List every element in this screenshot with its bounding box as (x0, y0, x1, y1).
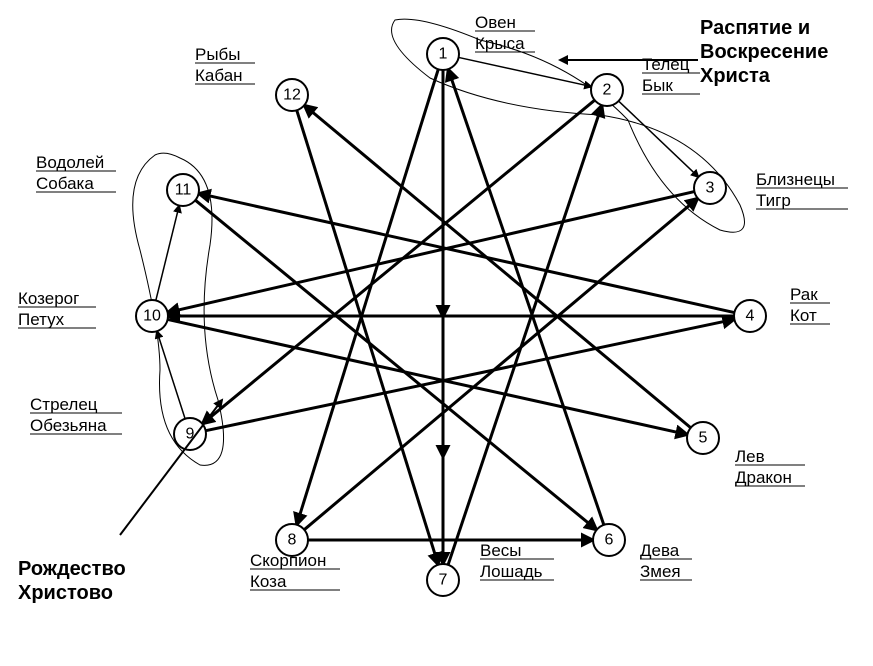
node-number-9: 9 (186, 426, 195, 443)
label-9: Стрелец Обезьяна (30, 395, 122, 435)
node-number-3: 3 (706, 180, 715, 197)
annotation-arrow-1 (120, 400, 222, 535)
edge-11-6 (195, 200, 596, 530)
edge-12-7 (297, 110, 438, 564)
label-animal-5: Дракон (735, 468, 792, 487)
edge-2-3 (619, 101, 699, 177)
node-number-1: 1 (439, 46, 448, 63)
node-number-8: 8 (288, 532, 297, 549)
edge-2-9 (202, 100, 594, 424)
zodiac-network-diagram: 123456789101112ОвенКрысаТелецБыкБлизнецы… (0, 0, 873, 666)
label-zodiac-4: Рак (790, 285, 818, 304)
label-animal-9: Обезьяна (30, 416, 107, 435)
label-4: Рак Кот (790, 285, 830, 325)
label-5: Лев Дракон (735, 447, 805, 487)
node-10: 10 (136, 300, 168, 332)
node-number-11: 11 (175, 182, 192, 199)
label-animal-1: Крыса (475, 34, 525, 53)
label-animal-7: Лошадь (480, 562, 543, 581)
label-animal-12: Кабан (195, 66, 243, 85)
node-3: 3 (694, 172, 726, 204)
edge-1-2 (459, 57, 592, 86)
label-1: Овен Крыса (475, 13, 535, 53)
label-10: Козерог Петух (18, 289, 96, 329)
edge-9-4 (206, 319, 735, 430)
label-7: Весы Лошадь (480, 541, 554, 581)
annotation-text-1-0: Рождество (18, 558, 126, 580)
annotation-text-0-1: Воскресение (700, 41, 828, 63)
node-number-2: 2 (603, 82, 612, 99)
label-animal-10: Петух (18, 310, 65, 329)
node-12: 12 (276, 79, 308, 111)
label-zodiac-10: Козерог (18, 289, 79, 308)
node-4: 4 (734, 300, 766, 332)
label-3: Близнецы Тигр (756, 170, 848, 210)
label-8: Скорпион Коза (250, 551, 340, 591)
label-zodiac-12: Рыбы (195, 45, 241, 64)
label-zodiac-5: Лев (735, 447, 765, 466)
label-animal-6: Змея (640, 562, 681, 581)
node-number-5: 5 (699, 430, 708, 447)
label-animal-3: Тигр (756, 191, 791, 210)
node-number-6: 6 (605, 532, 614, 549)
node-number-12: 12 (283, 87, 301, 104)
label-animal-8: Коза (250, 572, 287, 591)
label-zodiac-8: Скорпион (250, 551, 326, 570)
annotation-text-0-2: Христа (700, 65, 771, 87)
edge-10-5 (168, 319, 688, 434)
annotation-text-1-1: Христово (18, 582, 113, 604)
label-zodiac-6: Дева (640, 541, 680, 560)
node-number-4: 4 (746, 308, 755, 325)
node-5: 5 (687, 422, 719, 454)
edges (156, 57, 735, 564)
node-6: 6 (593, 524, 625, 556)
edge-10-11 (156, 206, 179, 301)
node-7: 7 (427, 564, 459, 596)
label-12: Рыбы Кабан (195, 45, 255, 85)
node-number-7: 7 (439, 572, 448, 589)
node-9: 9 (174, 418, 206, 450)
label-11: Водолей Собака (36, 153, 116, 193)
label-zodiac-1: Овен (475, 13, 516, 32)
label-animal-2: Бык (642, 76, 673, 95)
node-2: 2 (591, 74, 623, 106)
label-animal-11: Собака (36, 174, 94, 193)
node-11: 11 (167, 174, 199, 206)
label-animal-4: Кот (790, 306, 817, 325)
annotation-text-0-0: Распятие и (700, 17, 810, 39)
label-6: Дева Змея (640, 541, 692, 581)
label-zodiac-9: Стрелец (30, 395, 98, 414)
edge-1-8 (297, 69, 439, 524)
label-zodiac-7: Весы (480, 541, 522, 560)
node-number-10: 10 (143, 308, 161, 325)
label-zodiac-11: Водолей (36, 153, 104, 172)
node-1: 1 (427, 38, 459, 70)
label-zodiac-3: Близнецы (756, 170, 835, 189)
label-zodiac-2: Телец (642, 55, 690, 74)
edge-4-11 (199, 193, 735, 312)
